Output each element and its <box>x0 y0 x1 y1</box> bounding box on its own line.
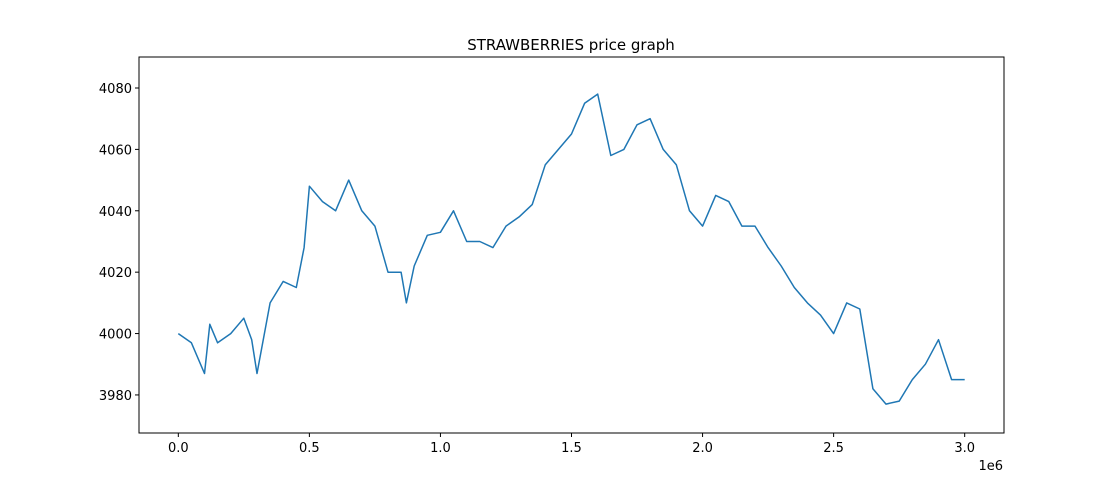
x-tick-label: 0.5 <box>299 441 320 456</box>
y-tick-label: 4060 <box>99 143 132 158</box>
x-tick-label: 3.0 <box>954 441 975 456</box>
chart-title: STRAWBERRIES price graph <box>467 36 675 54</box>
y-tick-label: 4040 <box>99 205 132 220</box>
y-tick-label: 4000 <box>99 328 132 343</box>
y-tick-label: 4080 <box>99 82 132 97</box>
y-tick-label: 3980 <box>99 389 132 404</box>
x-tick-label: 2.5 <box>823 441 844 456</box>
plot-frame <box>138 56 1005 434</box>
x-tick-label: 2.0 <box>692 441 713 456</box>
y-tick-label: 4020 <box>99 266 132 281</box>
x-tick-label: 0.0 <box>168 441 189 456</box>
x-offset-label: 1e6 <box>978 459 1003 474</box>
x-tick-label: 1.0 <box>430 441 451 456</box>
x-tick-label: 1.5 <box>561 441 582 456</box>
price-line <box>177 93 965 405</box>
